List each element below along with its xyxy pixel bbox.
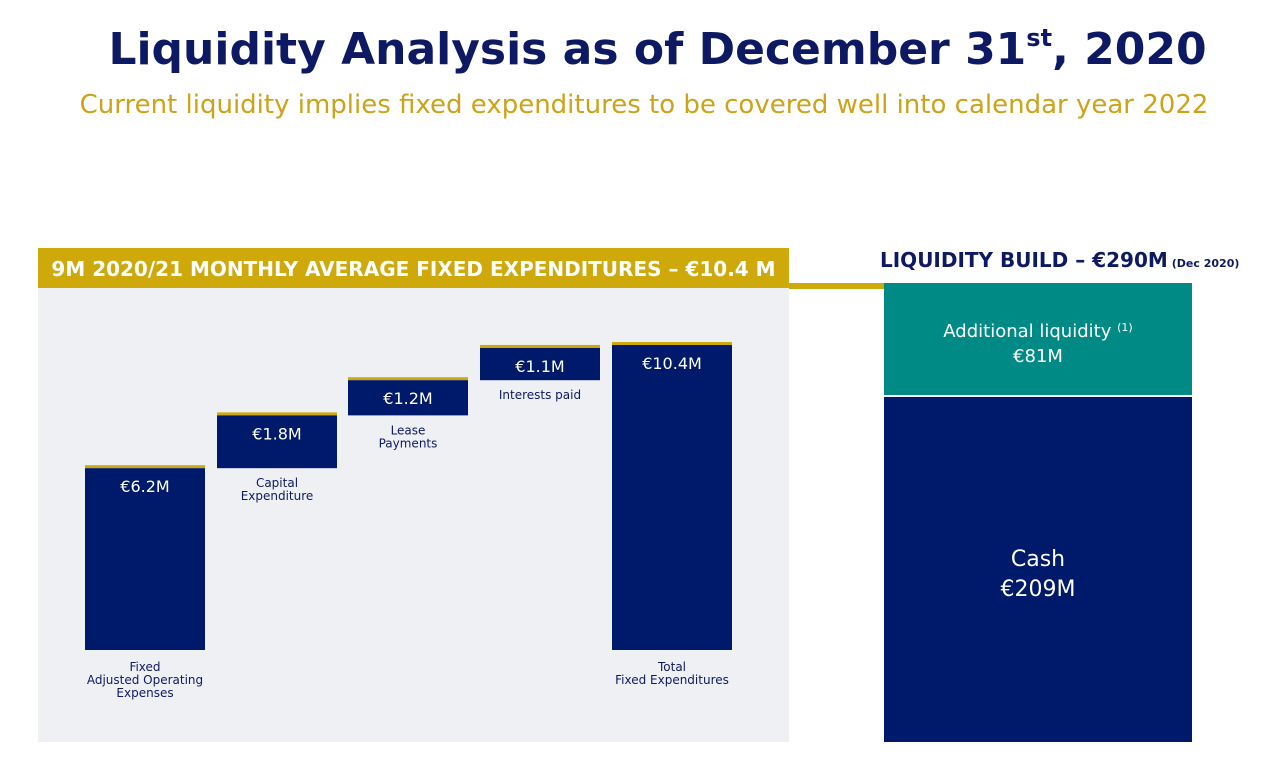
cash-label: Cash <box>1010 547 1066 572</box>
liquidity-build-date-note: (Dec 2020) <box>1171 257 1240 270</box>
page-title: Liquidity Analysis as of December 31st, … <box>0 24 1282 75</box>
page-subtitle: Current liquidity implies fixed expendit… <box>79 90 1209 120</box>
page-title-superscript: st <box>1026 24 1053 52</box>
additional-liquidity-block: Additional liquidity (1) €81M <box>884 283 1192 395</box>
waterfall-bar <box>348 380 468 416</box>
liquidity-build-title-text: LIQUIDITY BUILD – €290M <box>880 248 1168 272</box>
waterfall-category-label-line: Expenditure <box>241 489 314 503</box>
waterfall-bar-top-line <box>85 465 205 469</box>
liquidity-build-title: LIQUIDITY BUILD – €290M (Dec 2020) <box>880 248 1260 272</box>
waterfall-value-label: €1.1M <box>515 357 564 376</box>
waterfall-bar-top-line <box>612 342 732 345</box>
waterfall-category-label-line: Adjusted Operating <box>87 673 203 687</box>
waterfall-bar <box>85 468 205 650</box>
waterfall-category-label: Total Fixed Expenditures <box>615 660 729 687</box>
waterfall-bar-top-line <box>217 412 337 416</box>
additional-liquidity-footnote: (1) <box>1117 321 1133 334</box>
waterfall-category-label-line: Lease <box>391 423 426 437</box>
waterfall-category-label: Fixed Adjusted Operating Expenses <box>87 660 203 700</box>
waterfall-value-label: €6.2M <box>120 477 169 496</box>
cash-value: €209M <box>1000 577 1076 602</box>
waterfall-category-label-line: Capital <box>256 476 298 490</box>
waterfall-bar <box>612 345 732 650</box>
additional-liquidity-value: €81M <box>1013 346 1063 367</box>
waterfall-bar-top-line <box>480 344 600 348</box>
waterfall-category-label-line: Interests paid <box>499 388 581 402</box>
waterfall-category-label-line: Expenses <box>116 686 173 700</box>
banner-connector-line <box>789 283 885 289</box>
page-title-main: Liquidity Analysis as of December 31 <box>108 24 1027 75</box>
waterfall-category-label: Capital Expenditure <box>241 476 314 503</box>
waterfall-bar-top-line <box>348 377 468 381</box>
waterfall-bar <box>217 415 337 469</box>
waterfall-value-label: €1.8M <box>252 424 301 443</box>
additional-liquidity-label: Additional liquidity (1) <box>884 321 1192 342</box>
cash-block: Cash €209M <box>884 397 1192 742</box>
waterfall-category-label: Interests paid <box>499 388 581 402</box>
waterfall-bar <box>480 347 600 381</box>
waterfall-banner: 9M 2020/21 MONTHLY AVERAGE FIXED EXPENDI… <box>38 248 789 288</box>
waterfall-value-label: €1.2M <box>383 389 432 408</box>
waterfall-value-label: €10.4M <box>642 354 702 373</box>
waterfall-category-label-line: Payments <box>379 436 438 450</box>
additional-liquidity-label-text: Additional liquidity <box>943 321 1112 342</box>
waterfall-category-label: Lease Payments <box>379 423 438 450</box>
waterfall-category-label-line: Fixed <box>129 660 160 674</box>
page-title-end: , 2020 <box>1052 24 1207 75</box>
waterfall-category-label-line: Fixed Expenditures <box>615 673 729 687</box>
waterfall-category-label-line: Total <box>657 660 686 674</box>
